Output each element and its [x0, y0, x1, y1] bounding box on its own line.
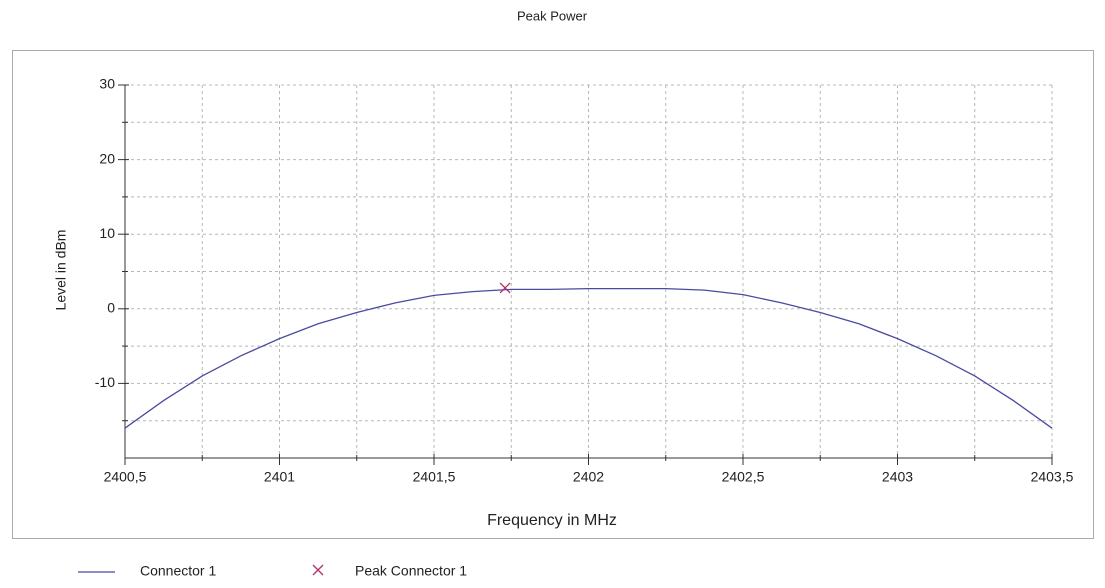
- x-tick-label: 2401: [264, 469, 295, 485]
- legend-label: Peak Connector 1: [355, 563, 467, 579]
- y-axis-label: Level in dBm: [53, 230, 69, 311]
- legend-label: Connector 1: [140, 563, 216, 579]
- x-axis-label: Frequency in MHz: [487, 512, 617, 529]
- y-tick-label: 10: [99, 225, 115, 241]
- chart-frame: [12, 50, 1094, 539]
- y-tick-label: 0: [107, 300, 115, 316]
- x-tick-label: 2400,5: [104, 469, 147, 485]
- x-tick-label: 2402: [573, 469, 604, 485]
- y-tick-label: 30: [99, 76, 115, 92]
- x-tick-label: 2402,5: [722, 469, 765, 485]
- x-tick-label: 2401,5: [413, 469, 456, 485]
- x-tick-label: 2403,5: [1031, 469, 1074, 485]
- peak-marker: [499, 282, 511, 294]
- legend-swatch: [312, 564, 324, 576]
- y-tick-label: -10: [95, 374, 115, 390]
- x-tick-label: 2403: [882, 469, 913, 485]
- chart-title: Peak Power: [517, 8, 588, 23]
- data-line: [124, 288, 1053, 429]
- y-tick-label: 20: [99, 150, 115, 166]
